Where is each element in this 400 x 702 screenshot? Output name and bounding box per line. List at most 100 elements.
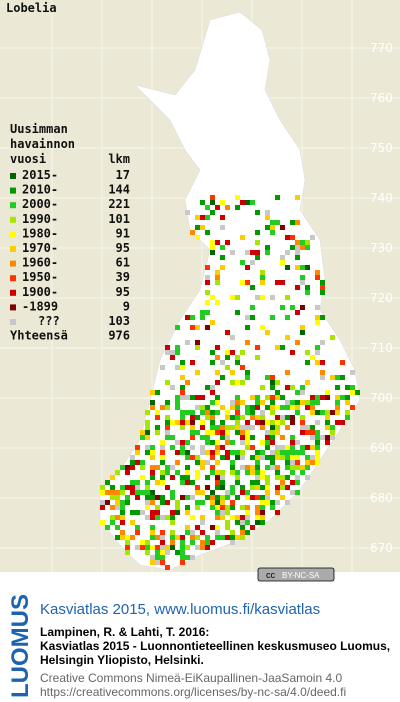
record-square (215, 205, 220, 210)
legend-label: 2000- (22, 197, 58, 211)
legend-col: vuosi (10, 152, 46, 166)
record-square (220, 480, 225, 485)
record-square (235, 520, 240, 525)
record-square (195, 325, 200, 330)
record-square (160, 445, 165, 450)
record-square (205, 410, 210, 415)
record-square (190, 515, 195, 520)
footer (0, 590, 400, 702)
record-square (265, 420, 270, 425)
record-square (165, 350, 170, 355)
record-square (165, 550, 170, 555)
record-square (305, 460, 310, 465)
record-square (250, 480, 255, 485)
record-square (210, 540, 215, 545)
record-square (270, 375, 275, 380)
record-square (240, 400, 245, 405)
record-square (240, 525, 245, 530)
record-square (210, 320, 215, 325)
record-square (185, 470, 190, 475)
record-square (295, 455, 300, 460)
record-square (245, 520, 250, 525)
record-square (155, 535, 160, 540)
record-square (115, 535, 120, 540)
record-square (205, 290, 210, 295)
record-square (210, 245, 215, 250)
record-square (210, 400, 215, 405)
record-square (120, 510, 125, 515)
record-square (280, 435, 285, 440)
record-square (210, 360, 215, 365)
record-square (300, 325, 305, 330)
record-square (175, 500, 180, 505)
record-square (310, 435, 315, 440)
record-square (185, 315, 190, 320)
record-square (135, 545, 140, 550)
record-square (165, 515, 170, 520)
record-square (165, 420, 170, 425)
record-square (195, 215, 200, 220)
record-square (100, 505, 105, 510)
record-square (185, 210, 190, 215)
record-square (175, 405, 180, 410)
record-square (215, 500, 220, 505)
record-square (300, 265, 305, 270)
record-square (135, 525, 140, 530)
record-square (230, 405, 235, 410)
record-square (125, 485, 130, 490)
record-square (230, 515, 235, 520)
record-square (215, 510, 220, 515)
record-square (350, 390, 355, 395)
record-square (295, 465, 300, 470)
legend: 2015- 17 2010- 144 2000- 221 1990- 101 1980- 91 19… (10, 168, 130, 343)
record-square (230, 335, 235, 340)
record-square (225, 435, 230, 440)
record-square (190, 535, 195, 540)
record-square (340, 395, 345, 400)
record-square (145, 420, 150, 425)
record-square (180, 415, 185, 420)
record-square (240, 440, 245, 445)
record-square (215, 480, 220, 485)
legend-swatch (10, 289, 16, 296)
record-square (135, 495, 140, 500)
record-square (245, 490, 250, 495)
record-square (245, 370, 250, 375)
record-square (230, 505, 235, 510)
record-square (270, 460, 275, 465)
grid-label: 730 (370, 241, 393, 255)
record-square (140, 545, 145, 550)
record-square (290, 350, 295, 355)
record-square (245, 410, 250, 415)
record-square (150, 400, 155, 405)
legend-label: 1970- (22, 241, 58, 255)
record-square (325, 420, 330, 425)
record-square (180, 420, 185, 425)
record-square (205, 440, 210, 445)
brand: LUOMUS (7, 594, 34, 698)
record-square (215, 280, 220, 285)
record-square (195, 225, 200, 230)
record-square (165, 545, 170, 550)
record-square (160, 470, 165, 475)
record-square (255, 480, 260, 485)
record-square (210, 390, 215, 395)
record-square (290, 480, 295, 485)
record-square (275, 475, 280, 480)
record-square (280, 480, 285, 485)
record-square (170, 540, 175, 545)
license: Creative Commons Nimeä-EiKaupallinen-Jaa… (40, 671, 342, 685)
link[interactable]: Kasviatlas 2015, www.luomus.fi/kasviatla… (40, 601, 320, 618)
record-square (125, 540, 130, 545)
record-square (325, 410, 330, 415)
record-square (265, 250, 270, 255)
record-square (225, 430, 230, 435)
record-square (180, 385, 185, 390)
record-square (340, 420, 345, 425)
record-square (285, 415, 290, 420)
license-url[interactable]: https://creativecommons.org/licenses/by-… (40, 685, 346, 699)
record-square (110, 485, 115, 490)
record-square (240, 430, 245, 435)
record-square (125, 465, 130, 470)
